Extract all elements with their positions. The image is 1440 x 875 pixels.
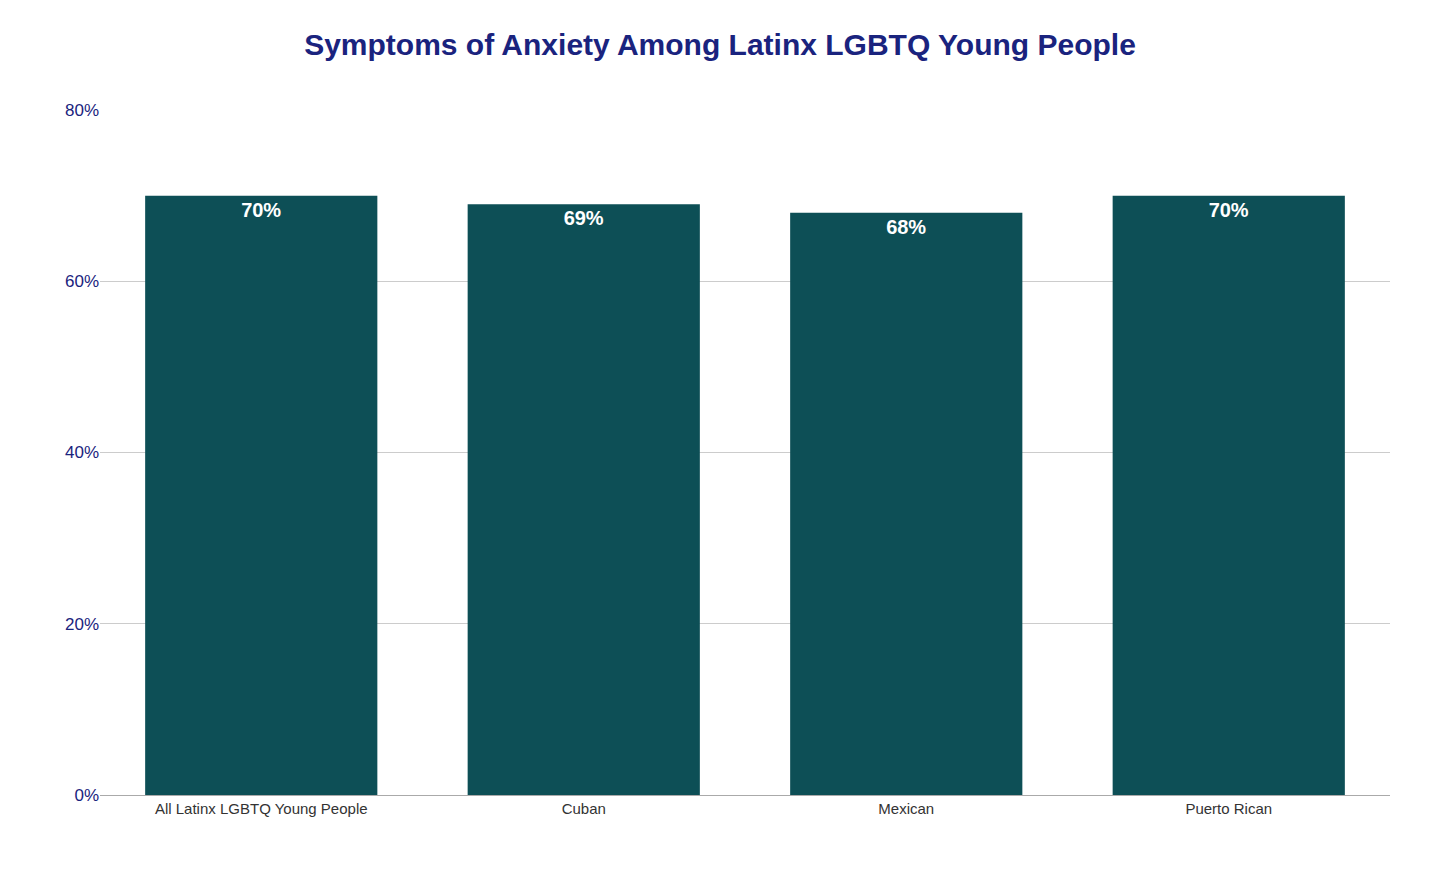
svg-text:70%: 70% [1209, 199, 1249, 221]
svg-text:70%: 70% [241, 199, 281, 221]
svg-text:Puerto Rican: Puerto Rican [1185, 800, 1272, 817]
svg-text:80%: 80% [65, 101, 99, 120]
svg-text:69%: 69% [564, 207, 604, 229]
svg-text:0%: 0% [74, 786, 99, 805]
svg-text:All Latinx LGBTQ Young People: All Latinx LGBTQ Young People [155, 800, 368, 817]
svg-text:40%: 40% [65, 443, 99, 462]
svg-text:Symptoms of Anxiety Among Lati: Symptoms of Anxiety Among Latinx LGBTQ Y… [304, 28, 1136, 61]
svg-text:20%: 20% [65, 615, 99, 634]
svg-text:68%: 68% [886, 216, 926, 238]
svg-text:60%: 60% [65, 272, 99, 291]
svg-text:Cuban: Cuban [562, 800, 606, 817]
svg-text:Mexican: Mexican [878, 800, 934, 817]
